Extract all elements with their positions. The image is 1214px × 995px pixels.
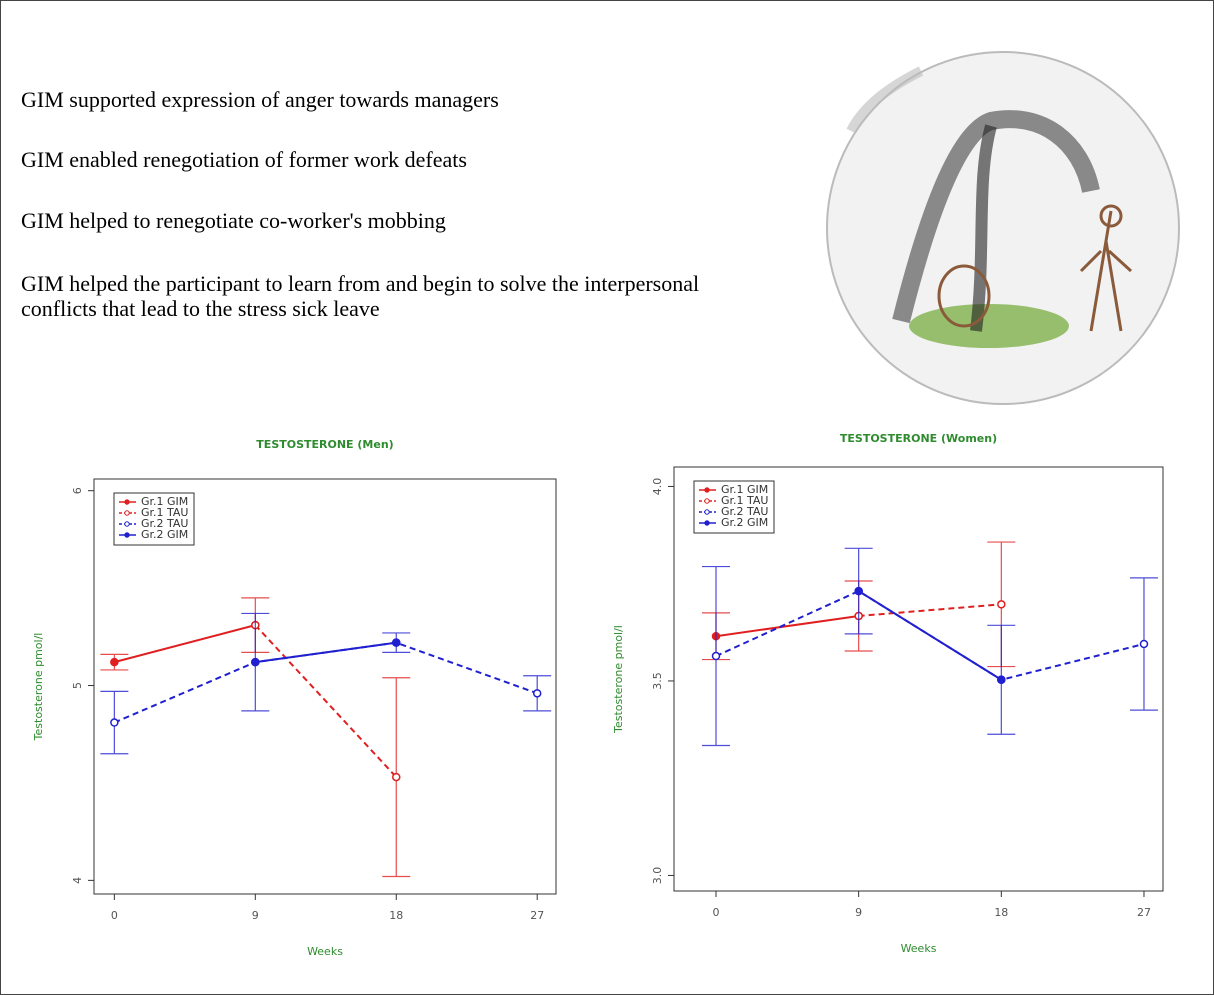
statement: GIM helped the participant to learn from… — [21, 271, 700, 321]
data-point — [1139, 639, 1149, 649]
y-axis-label: Testosterone pmol/l — [612, 625, 625, 734]
data-point — [532, 689, 542, 698]
data-point — [711, 651, 721, 661]
y-tick-label: 3.5 — [651, 672, 664, 690]
y-tick-label: 6 — [71, 487, 84, 494]
x-tick-label: 9 — [855, 906, 862, 919]
x-tick-label: 27 — [530, 909, 544, 922]
data-point — [392, 638, 401, 647]
legend-marker — [124, 510, 130, 516]
series-line — [858, 590, 1002, 681]
data-point — [110, 657, 119, 667]
x-tick-label: 27 — [1137, 906, 1151, 919]
x-tick-label: 0 — [713, 906, 720, 919]
series-line — [114, 624, 256, 664]
data-point — [997, 600, 1006, 609]
y-tick-label: 3.0 — [651, 867, 664, 885]
statement: GIM supported expression of anger toward… — [21, 87, 499, 112]
series-line — [113, 641, 538, 724]
x-tick-label: 18 — [389, 909, 403, 922]
legend-label: Gr.2 TAU — [721, 505, 768, 518]
x-tick-label: 9 — [252, 909, 259, 922]
legend-marker — [124, 499, 130, 505]
data-point — [854, 586, 863, 596]
y-tick-label: 4.0 — [651, 478, 664, 496]
x-tick-label: 18 — [994, 906, 1008, 919]
data-point — [110, 718, 119, 727]
legend-label: Gr.2 GIM — [721, 516, 768, 529]
drawing-illustration — [826, 51, 1180, 405]
chart-title: TESTOSTERONE (Women) — [840, 432, 997, 445]
legend-marker — [704, 509, 710, 515]
data-point — [997, 675, 1006, 685]
legend-label: Gr.2 TAU — [141, 517, 188, 530]
legend-marker — [704, 520, 710, 526]
legend-label: Gr.1 TAU — [141, 506, 188, 519]
legend-marker — [124, 521, 130, 527]
legend-marker — [704, 487, 710, 493]
x-axis-label: Weeks — [307, 945, 343, 958]
y-tick-label: 5 — [71, 682, 84, 689]
y-tick-label: 4 — [71, 877, 84, 884]
legend-marker — [124, 532, 130, 538]
statement: GIM enabled renegotiation of former work… — [21, 147, 467, 172]
series-line — [254, 624, 397, 778]
legend-marker — [704, 498, 710, 504]
data-point — [251, 657, 260, 667]
plot-frame — [673, 466, 1164, 892]
legend-label: Gr.1 GIM — [141, 495, 188, 508]
statement: GIM helped to renegotiate co-worker's mo… — [21, 208, 446, 233]
chart-title: TESTOSTERONE (Men) — [256, 438, 393, 451]
data-point — [392, 772, 401, 782]
x-axis-label: Weeks — [901, 942, 937, 955]
legend-label: Gr.2 GIM — [141, 528, 188, 541]
x-tick-label: 0 — [111, 909, 118, 922]
legend-label: Gr.1 GIM — [721, 483, 768, 496]
series-line — [715, 614, 859, 638]
plot-frame — [93, 478, 557, 895]
series-line — [858, 603, 1002, 617]
series-line — [255, 641, 397, 664]
y-axis-label: Testosterone pmol/l — [32, 633, 45, 742]
legend-label: Gr.1 TAU — [721, 494, 768, 507]
